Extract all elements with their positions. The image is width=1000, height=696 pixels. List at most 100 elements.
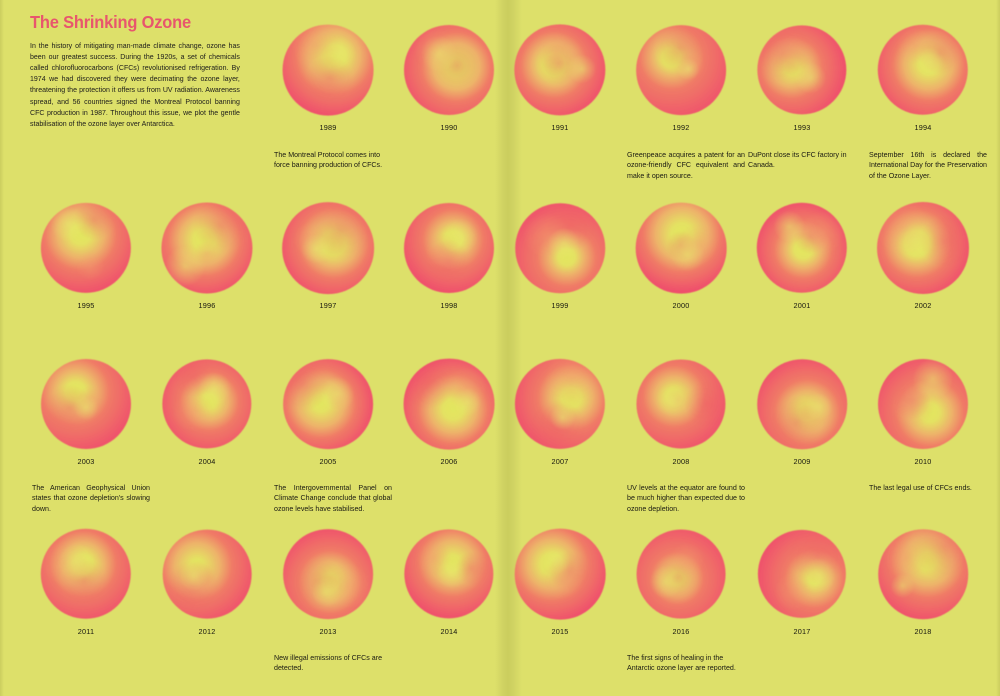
ozone-disc-texture [636,529,726,619]
ozone-disc-texture [636,25,726,115]
ozone-cell: 2008 [629,352,733,466]
year-label: 2011 [77,627,95,636]
ozone-disc-texture [514,24,606,116]
ozone-disc-wrapper [34,352,138,456]
ozone-disc-texture [636,359,726,449]
ozone-disc [636,25,726,115]
ozone-cell: 1996 [155,196,259,310]
ozone-disc [757,25,847,115]
page-edge-right [996,0,1000,696]
year-label: 2006 [440,457,458,466]
ozone-disc [162,359,252,449]
ozone-disc-wrapper [397,522,501,626]
ozone-disc-texture [757,25,847,115]
year-label: 2014 [440,627,458,636]
year-label: 2018 [914,627,932,636]
ozone-disc [877,24,969,116]
ozone-cell: 1991 [508,18,612,132]
ozone-cell: 2013 [276,522,380,636]
year-caption: The last legal use of CFCs ends. [869,484,972,492]
year-label: 1994 [914,123,932,132]
ozone-disc-wrapper [750,352,854,456]
ozone-disc-wrapper [508,352,612,456]
year-label: 2004 [198,457,216,466]
year-caption: New illegal emissions of CFCs are detect… [274,654,383,673]
year-label: 1997 [319,301,337,310]
ozone-cell: 1992 [629,18,733,132]
ozone-disc-wrapper [629,352,733,456]
ozone-cell: 2006 [397,352,501,466]
ozone-disc-texture [283,529,373,619]
ozone-cell: 1995 [34,196,138,310]
ozone-cell: 1999 [508,196,612,310]
ozone-disc [635,202,727,294]
ozone-disc [636,529,726,619]
ozone-cell: 2005 [276,352,380,466]
ozone-disc-wrapper [276,522,380,626]
ozone-disc-wrapper [397,352,501,456]
ozone-disc [282,202,374,294]
year-label: 2008 [672,457,690,466]
ozone-disc [41,359,131,449]
ozone-cell: 1990 [397,18,501,132]
ozone-disc [757,359,847,449]
year-caption: The first signs of healing in the Antarc… [627,654,736,673]
year-label: 1996 [198,301,216,310]
ozone-disc-wrapper [276,196,380,300]
ozone-cell: 2015 [508,522,612,636]
ozone-disc-wrapper [34,196,138,300]
ozone-disc-wrapper [508,18,612,122]
ozone-disc [404,25,494,115]
ozone-disc [514,24,606,116]
ozone-disc-texture [41,359,131,449]
intro-paragraph: In the history of mitigating man-made cl… [30,41,240,128]
ozone-disc-texture [282,24,374,116]
year-caption: UV levels at the equator are found to be… [627,484,745,513]
ozone-disc [878,359,968,449]
year-label: 1993 [793,123,811,132]
headline-block: The Shrinking Ozone In the history of mi… [30,13,242,130]
ozone-disc [40,528,132,620]
ozone-cell: 2014 [397,522,501,636]
ozone-disc [515,203,605,293]
ozone-disc-wrapper [155,196,259,300]
ozone-cell: 2010 [871,352,975,466]
year-label: 2007 [551,457,569,466]
ozone-disc-texture [757,529,847,619]
ozone-disc-texture [283,359,373,449]
ozone-cell: 2012 [155,522,259,636]
ozone-disc-wrapper [871,18,975,122]
ozone-cell: 1994 [871,18,975,132]
ozone-disc [282,24,374,116]
ozone-disc-wrapper [276,18,380,122]
year-caption: The Intergovernmental Panel on Climate C… [274,484,392,513]
ozone-cell: 2002 [871,196,975,310]
ozone-disc-texture [404,529,494,619]
ozone-cell: 2001 [750,196,854,310]
year-label: 2012 [198,627,216,636]
ozone-disc-wrapper [750,18,854,122]
year-label: 1991 [551,123,569,132]
ozone-disc-texture [162,359,252,449]
ozone-disc-texture [404,203,494,293]
ozone-cell: 2004 [155,352,259,466]
year-caption: The American Geophysical Union states th… [32,484,150,513]
year-label: 2017 [793,627,811,636]
year-label: 1998 [440,301,458,310]
year-caption: DuPont close its CFC factory in Canada. [748,151,847,170]
ozone-disc-texture [877,24,969,116]
year-label: 2010 [914,457,932,466]
year-label: 1992 [672,123,690,132]
ozone-cell: 2017 [750,522,854,636]
ozone-cell: 2011 [34,522,138,636]
ozone-cell: 1989 [276,18,380,132]
year-label: 2002 [914,301,932,310]
ozone-disc-wrapper [397,18,501,122]
year-label: 1989 [319,123,337,132]
ozone-disc-texture [404,25,494,115]
ozone-cell: 2003 [34,352,138,466]
year-label: 2000 [672,301,690,310]
ozone-disc [756,202,848,294]
ozone-disc-texture [282,202,374,294]
